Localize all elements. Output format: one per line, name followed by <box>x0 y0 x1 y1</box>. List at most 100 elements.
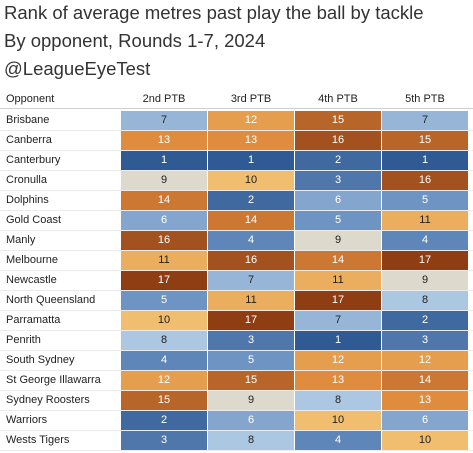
heatmap-cell: 2 <box>208 190 294 210</box>
heatmap-cell: 8 <box>121 330 207 350</box>
heatmap-cell: 16 <box>208 250 294 270</box>
column-header: 2nd PTB <box>142 93 186 105</box>
chart-credit: @LeagueEyeTest <box>4 58 151 79</box>
heatmap-cell: 2 <box>295 150 381 170</box>
heatmap-cell: 7 <box>121 110 207 130</box>
heatmap-cell: 13 <box>121 130 207 150</box>
row-label: Melbourne <box>6 254 58 266</box>
heatmap-cell: 11 <box>121 250 207 270</box>
heatmap-cell: 16 <box>382 170 468 190</box>
row-label: Brisbane <box>6 114 50 126</box>
row-label: Warriors <box>6 414 48 426</box>
heatmap-cell: 10 <box>208 170 294 190</box>
heatmap-cell: 3 <box>121 430 207 450</box>
heatmap-cell: 1 <box>121 150 207 170</box>
row-label: Parramatta <box>6 314 61 326</box>
heatmap-cell: 14 <box>208 210 294 230</box>
row-header-opponent: Opponent <box>6 93 55 105</box>
heatmap-cell: 4 <box>382 230 468 250</box>
heatmap-cell: 5 <box>382 190 468 210</box>
heatmap-cell: 9 <box>382 270 468 290</box>
row-label: Manly <box>6 234 36 246</box>
column-header: 5th PTB <box>405 93 445 105</box>
heatmap-cell: 11 <box>295 270 381 290</box>
heatmap-cell: 12 <box>295 350 381 370</box>
column-header: 4th PTB <box>318 93 358 105</box>
heatmap-cell: 4 <box>121 350 207 370</box>
row-divider <box>0 409 473 411</box>
row-divider <box>0 169 473 171</box>
row-divider <box>0 229 473 231</box>
heatmap-cell: 17 <box>121 270 207 290</box>
row-label: Newcastle <box>6 274 57 286</box>
heatmap-cell: 5 <box>208 350 294 370</box>
row-divider <box>0 209 473 211</box>
heatmap-cell: 16 <box>295 130 381 150</box>
heatmap-cell: 5 <box>121 290 207 310</box>
column-header: 3rd PTB <box>230 93 272 105</box>
heatmap-cell: 14 <box>295 250 381 270</box>
heatmap-cell: 11 <box>382 210 468 230</box>
heatmap-cell: 6 <box>121 210 207 230</box>
heatmap-cell: 13 <box>208 130 294 150</box>
heatmap-cell: 12 <box>208 110 294 130</box>
heatmap-cell: 8 <box>382 290 468 310</box>
heatmap-cell: 11 <box>208 290 294 310</box>
heatmap-cell: 15 <box>208 370 294 390</box>
row-label: Wests Tigers <box>6 434 70 446</box>
row-divider <box>0 189 473 191</box>
heatmap-cell: 10 <box>382 430 468 450</box>
heatmap-cell: 6 <box>382 410 468 430</box>
heatmap-cell: 9 <box>295 230 381 250</box>
row-divider <box>0 349 473 351</box>
row-divider <box>0 449 473 451</box>
heatmap-cell: 15 <box>295 110 381 130</box>
heatmap-cell: 16 <box>121 230 207 250</box>
heatmap-cell: 7 <box>382 110 468 130</box>
heatmap-cell: 9 <box>121 170 207 190</box>
heatmap-cell: 1 <box>208 150 294 170</box>
row-divider <box>0 329 473 331</box>
heatmap-cell: 2 <box>382 310 468 330</box>
row-divider <box>0 309 473 311</box>
heatmap-cell: 7 <box>295 310 381 330</box>
row-label: Sydney Roosters <box>6 394 90 406</box>
row-divider <box>0 149 473 151</box>
row-label: Cronulla <box>6 174 47 186</box>
heatmap-cell: 17 <box>295 290 381 310</box>
heatmap-cell: 10 <box>121 310 207 330</box>
heatmap-cell: 3 <box>208 330 294 350</box>
row-label: Penrith <box>6 334 41 346</box>
row-divider <box>0 369 473 371</box>
heatmap-cell: 2 <box>121 410 207 430</box>
row-divider <box>0 249 473 251</box>
heatmap-cell: 17 <box>382 250 468 270</box>
heatmap-cell: 6 <box>295 190 381 210</box>
row-divider <box>0 429 473 431</box>
heatmap-cell: 5 <box>295 210 381 230</box>
heatmap-cell: 15 <box>121 390 207 410</box>
heatmap-cell: 9 <box>208 390 294 410</box>
heatmap-cell: 15 <box>382 130 468 150</box>
row-divider <box>0 389 473 391</box>
row-label: North Queensland <box>6 294 96 306</box>
row-label: South Sydney <box>6 354 75 366</box>
row-divider <box>0 289 473 291</box>
heatmap-cell: 14 <box>121 190 207 210</box>
heatmap-cell: 4 <box>208 230 294 250</box>
row-label: Canterbury <box>6 154 61 166</box>
row-label: St George Illawarra <box>6 374 101 386</box>
heatmap-cell: 6 <box>208 410 294 430</box>
header-divider <box>0 108 473 109</box>
heatmap-cell: 8 <box>295 390 381 410</box>
heatmap-cell: 13 <box>295 370 381 390</box>
heatmap-cell: 3 <box>382 330 468 350</box>
heatmap-cell: 10 <box>295 410 381 430</box>
heatmap-cell: 1 <box>382 150 468 170</box>
heatmap-cell: 13 <box>382 390 468 410</box>
row-label: Gold Coast <box>6 214 62 226</box>
row-divider <box>0 129 473 131</box>
heatmap-cell: 12 <box>121 370 207 390</box>
row-divider <box>0 269 473 271</box>
row-label: Dolphins <box>6 194 49 206</box>
